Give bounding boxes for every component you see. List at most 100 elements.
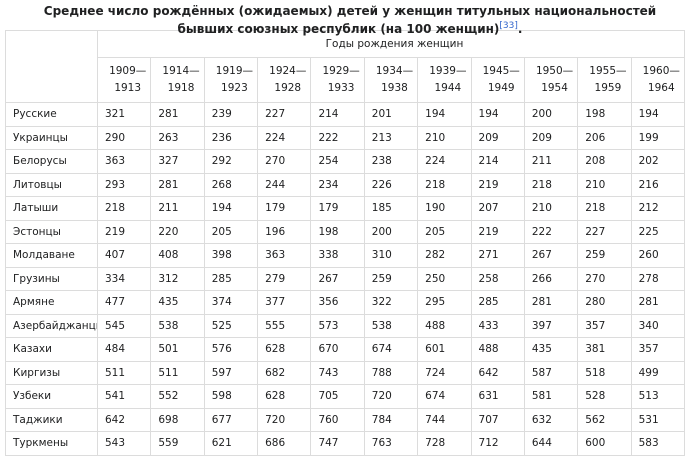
cell-value: 259 (577, 243, 632, 268)
cell-value: 707 (470, 407, 525, 432)
year-from: 1955— (589, 65, 627, 77)
cell-value: 559 (150, 431, 205, 456)
cell-value: 513 (630, 384, 686, 409)
cell-value: 628 (257, 337, 312, 362)
cell-value: 576 (203, 337, 259, 362)
cell-value: 484 (96, 337, 152, 362)
cell-value: 224 (257, 125, 312, 150)
column-header: 1914— 1918 (150, 57, 205, 103)
column-header: 1945— 1949 (470, 57, 525, 103)
cell-value: 218 (523, 172, 579, 197)
table-row: Молдаване 407 408 398 363 338 310 282 271 267 259 2… (5, 243, 686, 268)
cell-value: 511 (150, 360, 205, 385)
cell-value: 211 (150, 196, 205, 221)
cell-value: 202 (630, 149, 686, 174)
cell-value: 270 (257, 149, 312, 174)
cell-value: 209 (523, 125, 579, 150)
cell-value: 219 (470, 172, 525, 197)
cell-value: 218 (417, 172, 472, 197)
cell-value: 293 (96, 172, 152, 197)
cell-value: 194 (417, 102, 472, 127)
reference-link[interactable]: [33] (499, 21, 518, 31)
row-label: Латыши (5, 196, 98, 221)
year-to: 1949 (487, 82, 515, 94)
year-to: 1944 (434, 82, 462, 94)
column-header: 1924— 1928 (257, 57, 312, 103)
cell-value: 196 (257, 219, 312, 244)
year-to: 1938 (381, 82, 408, 94)
cell-value: 408 (150, 243, 205, 268)
cell-value: 677 (203, 407, 259, 432)
cell-value: 601 (417, 337, 472, 362)
cell-value: 268 (203, 172, 259, 197)
cell-value: 686 (257, 431, 312, 456)
column-header: 1939— 1944 (417, 57, 472, 103)
cell-value: 254 (310, 149, 365, 174)
cell-value: 205 (417, 219, 472, 244)
cell-value: 216 (630, 172, 686, 197)
cell-value: 259 (363, 266, 419, 291)
year-from: 1939— (429, 65, 467, 77)
cell-value: 205 (203, 219, 259, 244)
cell-value: 632 (523, 407, 579, 432)
cell-value: 201 (363, 102, 419, 127)
table-row: Казахи 484 501 576 628 670 674 601 488 435 381 357 (5, 337, 686, 362)
cell-value: 724 (417, 360, 472, 385)
year-from: 1919— (215, 65, 254, 77)
table-title: Среднее число рождённых (ожидаемых) дете… (0, 0, 700, 36)
cell-value: 321 (96, 102, 152, 127)
cell-value: 281 (150, 102, 205, 127)
cell-value: 363 (257, 243, 312, 268)
cell-value: 784 (363, 407, 419, 432)
cell-value: 398 (203, 243, 259, 268)
cell-value: 258 (470, 266, 525, 291)
cell-value: 747 (310, 431, 365, 456)
cell-value: 270 (577, 266, 632, 291)
cell-value: 682 (257, 360, 312, 385)
cell-value: 208 (577, 149, 632, 174)
cell-value: 763 (363, 431, 419, 456)
cell-value: 705 (310, 384, 365, 409)
cell-value: 244 (257, 172, 312, 197)
cell-value: 250 (417, 266, 472, 291)
year-to: 1954 (541, 82, 568, 94)
cell-value: 435 (150, 290, 205, 315)
cell-value: 538 (150, 313, 205, 338)
cell-value: 631 (470, 384, 525, 409)
table-row: Грузины 334 312 285 279 267 259 250 258 266 270 278 (5, 266, 686, 291)
cell-value: 290 (96, 125, 152, 150)
cell-value: 698 (150, 407, 205, 432)
column-header: 1950— 1954 (523, 57, 579, 103)
year-from: 1945— (482, 65, 520, 77)
cell-value: 219 (470, 219, 525, 244)
row-label: Украинцы (5, 125, 98, 150)
cell-value: 674 (417, 384, 472, 409)
cell-value: 222 (310, 125, 365, 150)
cell-value: 292 (203, 149, 259, 174)
cell-value: 322 (363, 290, 419, 315)
cell-value: 374 (203, 290, 259, 315)
row-label: Белорусы (5, 149, 98, 174)
cell-value: 263 (150, 125, 205, 150)
cell-value: 712 (470, 431, 525, 456)
cell-value: 212 (630, 196, 686, 221)
table-row: Туркмены 543 559 621 686 747 763 728 712 644 600 58… (5, 431, 686, 456)
cell-value: 728 (417, 431, 472, 456)
cell-value: 280 (577, 290, 632, 315)
cell-value: 597 (203, 360, 259, 385)
cell-value: 238 (363, 149, 419, 174)
cell-value: 488 (417, 313, 472, 338)
cell-value: 562 (577, 407, 632, 432)
table-row: Таджики 642 698 677 720 760 784 744 707 632 562 531 (5, 407, 686, 432)
cell-value: 720 (257, 407, 312, 432)
row-label: Молдаване (5, 243, 98, 268)
column-header: 1919— 1923 (203, 57, 259, 103)
cell-value: 435 (523, 337, 579, 362)
row-label: Узбеки (5, 384, 98, 409)
cell-value: 281 (150, 172, 205, 197)
cell-value: 209 (470, 125, 525, 150)
cell-value: 541 (96, 384, 152, 409)
cell-value: 720 (363, 384, 419, 409)
column-header: 1934— 1938 (363, 57, 419, 103)
